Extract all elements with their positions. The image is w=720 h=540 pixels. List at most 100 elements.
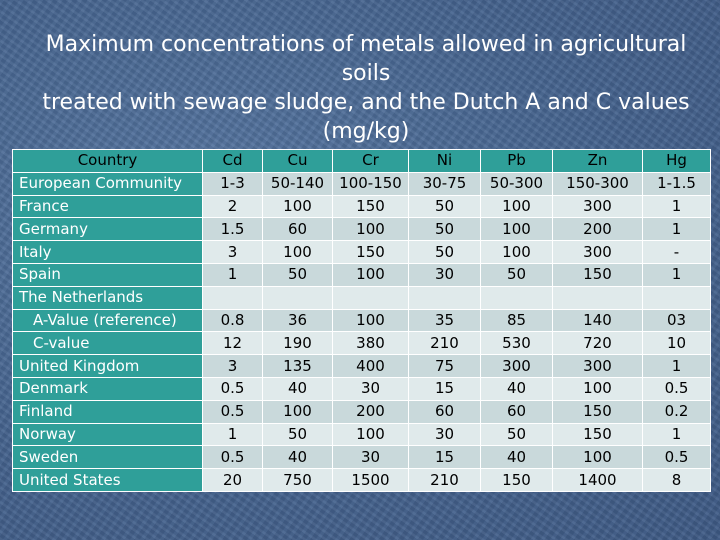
value-cell: 8 <box>642 468 711 492</box>
value-cell: 50 <box>408 194 481 219</box>
value-cell: 750 <box>262 468 333 492</box>
header-country: Country <box>12 149 203 173</box>
country-cell: Sweden <box>12 445 203 470</box>
value-cell: 380 <box>332 331 409 356</box>
value-cell: 150 <box>480 468 553 492</box>
value-cell: 1.5 <box>202 217 263 242</box>
value-cell: 1-3 <box>202 171 263 196</box>
value-cell: 100 <box>262 240 333 264</box>
table-row: United Kingdom 3 135 400 75 300 300 1 <box>12 354 711 378</box>
value-cell: 1400 <box>552 468 643 492</box>
value-cell: 135 <box>262 354 333 378</box>
header-pb: Pb <box>480 149 553 173</box>
value-cell: 300 <box>552 194 643 219</box>
table-body: European Community 1-3 50-140 100-150 30-75 5… <box>12 171 711 492</box>
value-cell: 1 <box>202 262 263 287</box>
value-cell: 1 <box>642 422 711 447</box>
country-cell: Italy <box>12 240 203 264</box>
value-cell: 200 <box>552 217 643 242</box>
table-row: United States 20 750 1500 210 150 1400 8 <box>12 468 711 492</box>
value-cell: 1 <box>642 217 711 242</box>
value-cell: 190 <box>262 331 333 356</box>
country-cell: Spain <box>12 262 203 287</box>
country-cell: Denmark <box>12 376 203 401</box>
value-cell: 10 <box>642 331 711 356</box>
value-cell: 30-75 <box>408 171 481 196</box>
country-cell: France <box>12 194 203 219</box>
table-row: Denmark 0.5 40 30 15 40 100 0.5 <box>12 376 711 401</box>
value-cell: 40 <box>480 376 553 401</box>
value-cell <box>332 285 409 310</box>
table-row: Spain 1 50 100 30 50 150 1 <box>12 262 711 287</box>
value-cell: 1 <box>642 354 711 378</box>
value-cell: 20 <box>202 468 263 492</box>
value-cell: 720 <box>552 331 643 356</box>
value-cell: 150 <box>552 422 643 447</box>
table-row: The Netherlands <box>12 285 711 310</box>
value-cell: 1 <box>202 422 263 447</box>
table-row: European Community 1-3 50-140 100-150 30-75 5… <box>12 171 711 196</box>
value-cell: 150 <box>332 240 409 264</box>
value-cell: 300 <box>480 354 553 378</box>
value-cell: 300 <box>552 354 643 378</box>
value-cell <box>480 285 553 310</box>
country-cell: United Kingdom <box>12 354 203 378</box>
value-cell: 0.5 <box>202 376 263 401</box>
value-cell: 1 <box>642 194 711 219</box>
value-cell: 30 <box>332 376 409 401</box>
value-cell: 200 <box>332 399 409 424</box>
country-cell: C-value <box>12 331 203 356</box>
table-row: Norway 1 50 100 30 50 150 1 <box>12 422 711 447</box>
value-cell: 30 <box>332 445 409 470</box>
value-cell: 150 <box>552 262 643 287</box>
value-cell <box>552 285 643 310</box>
value-cell: 50 <box>262 262 333 287</box>
value-cell: 0.5 <box>642 445 711 470</box>
value-cell: 40 <box>262 376 333 401</box>
value-cell: 100-150 <box>332 171 409 196</box>
table-row: Finland 0.5 100 200 60 60 150 0.2 <box>12 399 711 424</box>
value-cell: 0.2 <box>642 399 711 424</box>
header-cr: Cr <box>332 149 409 173</box>
value-cell: 1500 <box>332 468 409 492</box>
header-cd: Cd <box>202 149 263 173</box>
table-row: Sweden 0.5 40 30 15 40 100 0.5 <box>12 445 711 470</box>
value-cell: 60 <box>408 399 481 424</box>
table-row: A-Value (reference) 0.8 36 100 35 85 140 03 <box>12 308 711 333</box>
value-cell: 30 <box>408 422 481 447</box>
value-cell: 75 <box>408 354 481 378</box>
header-hg: Hg <box>642 149 711 173</box>
value-cell <box>408 285 481 310</box>
value-cell: 0.5 <box>202 445 263 470</box>
value-cell: 40 <box>480 445 553 470</box>
value-cell: 03 <box>642 308 711 333</box>
value-cell: 210 <box>408 331 481 356</box>
slide-title: Maximum concentrations of metals allowed… <box>20 30 712 146</box>
value-cell: 2 <box>202 194 263 219</box>
value-cell: 100 <box>332 308 409 333</box>
value-cell: 100 <box>332 422 409 447</box>
value-cell: 15 <box>408 376 481 401</box>
country-cell: Germany <box>12 217 203 242</box>
value-cell <box>202 285 263 310</box>
value-cell: 1 <box>642 262 711 287</box>
header-zn: Zn <box>552 149 643 173</box>
country-cell: Norway <box>12 422 203 447</box>
header-cu: Cu <box>262 149 333 173</box>
country-cell: European Community <box>12 171 203 196</box>
value-cell: 100 <box>480 240 553 264</box>
table-row: Germany 1.5 60 100 50 100 200 1 <box>12 217 711 242</box>
value-cell: 100 <box>332 217 409 242</box>
country-cell: A-Value (reference) <box>12 308 203 333</box>
value-cell: 85 <box>480 308 553 333</box>
value-cell: 35 <box>408 308 481 333</box>
value-cell: 140 <box>552 308 643 333</box>
title-line-3: (mg/kg) <box>322 119 410 144</box>
value-cell: 50 <box>408 240 481 264</box>
value-cell: 60 <box>480 399 553 424</box>
value-cell: 0.8 <box>202 308 263 333</box>
value-cell: 100 <box>332 262 409 287</box>
value-cell: 50-300 <box>480 171 553 196</box>
value-cell: 100 <box>262 399 333 424</box>
value-cell: 50-140 <box>262 171 333 196</box>
